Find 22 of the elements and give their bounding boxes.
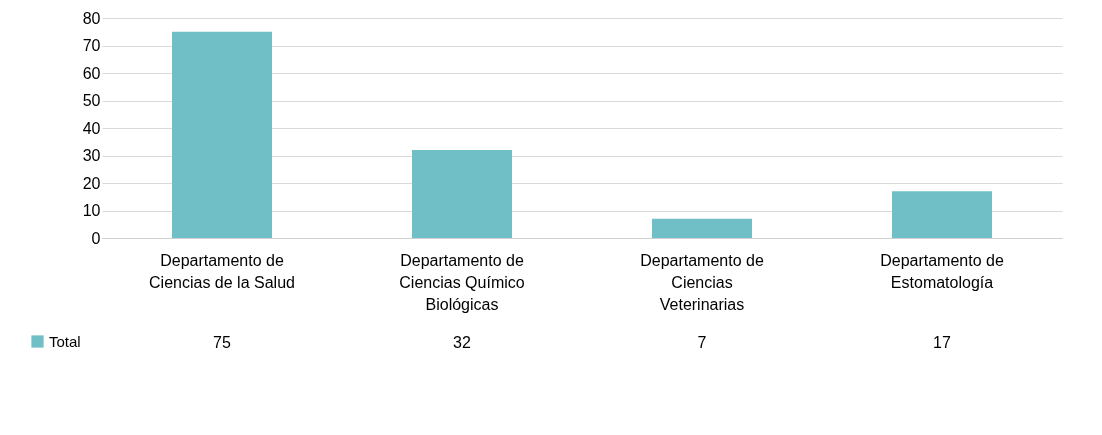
x-tick-label: Departamento de Ciencias Veterinarias <box>640 251 764 313</box>
y-tick-label: 10 <box>82 202 101 219</box>
legend-label: Total <box>49 332 81 350</box>
y-tick-label: 80 <box>82 9 101 27</box>
y-tick-label: 60 <box>82 64 101 82</box>
bar <box>652 218 752 238</box>
y-tick-label: 20 <box>82 174 101 192</box>
data-label: 7 <box>697 334 707 351</box>
y-tick-label: 50 <box>82 92 101 109</box>
data-label: 17 <box>933 334 951 351</box>
data-label: 32 <box>453 334 471 351</box>
y-tick-label: 40 <box>82 119 101 137</box>
bar <box>892 191 992 238</box>
x-tick-label: Departamento de Ciencias Químico Biológicas <box>399 251 525 313</box>
x-tick-label: Departamento de Estomatología <box>880 251 1004 291</box>
data-label: 75 <box>213 334 231 351</box>
x-tick-label: Departamento de Ciencias de la Salud <box>149 251 295 291</box>
bar <box>172 31 272 238</box>
y-tick-label: 30 <box>82 147 101 164</box>
bar <box>412 150 512 238</box>
y-tick-label: 0 <box>91 229 101 247</box>
y-tick-label: 70 <box>82 37 101 54</box>
